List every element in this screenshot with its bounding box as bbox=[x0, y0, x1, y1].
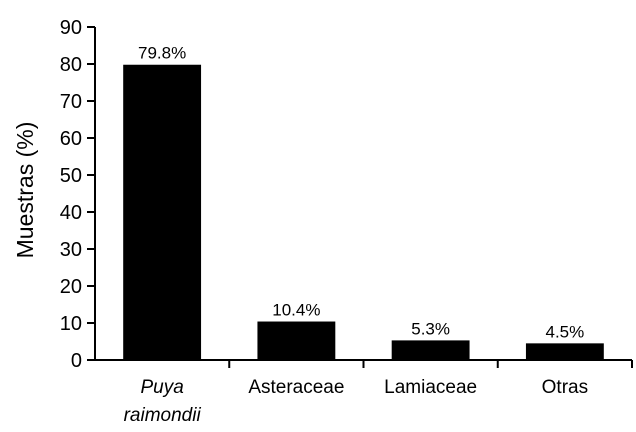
data-label: 10.4% bbox=[272, 301, 320, 320]
y-tick-label: 40 bbox=[60, 202, 82, 224]
x-tick-label: Puya bbox=[140, 377, 183, 398]
y-tick-label: 60 bbox=[60, 128, 82, 150]
bar bbox=[123, 64, 202, 361]
y-tick-label: 10 bbox=[60, 313, 82, 335]
x-tick-label: Lamiaceae bbox=[384, 377, 477, 398]
bars: 79.8% 10.4% 5.3% 4.5% bbox=[123, 44, 604, 361]
data-label: 5.3% bbox=[411, 319, 450, 338]
y-tick-label: 50 bbox=[60, 165, 82, 187]
x-tick-label: Otras bbox=[542, 377, 588, 398]
y-ticks: 0 10 20 30 40 50 60 70 80 90 bbox=[60, 17, 95, 372]
x-tick-label: Asteraceae bbox=[248, 377, 344, 398]
y-tick-label: 30 bbox=[60, 239, 82, 261]
y-tick-label: 80 bbox=[60, 54, 82, 76]
bar bbox=[257, 321, 336, 360]
data-label: 4.5% bbox=[546, 322, 585, 341]
bar bbox=[525, 343, 604, 360]
x-tick-labels: Puya raimondii Asteraceae Lamiaceae Otras bbox=[124, 360, 633, 426]
bar bbox=[391, 340, 470, 360]
y-tick-label: 70 bbox=[60, 91, 82, 113]
y-tick-label: 0 bbox=[71, 350, 82, 372]
y-tick-label: 90 bbox=[60, 17, 82, 39]
data-label: 79.8% bbox=[138, 44, 186, 63]
y-axis-title: Muestras (%) bbox=[12, 122, 38, 259]
x-tick-label: raimondii bbox=[124, 405, 202, 426]
y-tick-label: 20 bbox=[60, 276, 82, 298]
